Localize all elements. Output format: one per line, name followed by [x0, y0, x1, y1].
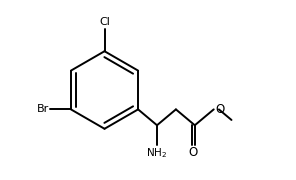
Text: O: O	[215, 103, 224, 116]
Text: O: O	[189, 146, 198, 159]
Text: NH$_2$: NH$_2$	[147, 146, 168, 160]
Text: Cl: Cl	[99, 17, 110, 27]
Text: Br: Br	[37, 104, 49, 114]
